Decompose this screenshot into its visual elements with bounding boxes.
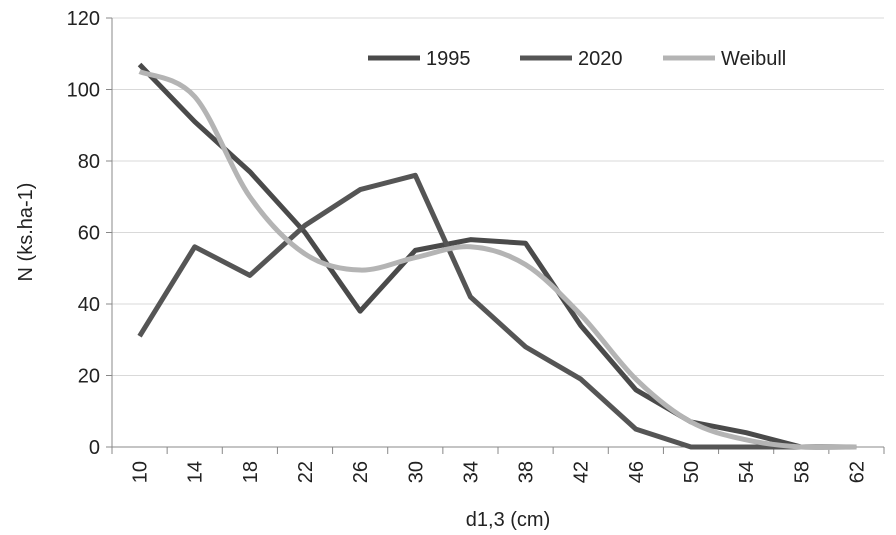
legend: 1995 2020 Weibull bbox=[368, 48, 786, 70]
series-line-1995 bbox=[137, 62, 857, 450]
legend-label: 2020 bbox=[578, 48, 623, 70]
x-axis-title: d1,3 (cm) bbox=[466, 509, 550, 531]
x-tick-label: 46 bbox=[626, 461, 648, 483]
x-tick-label: 54 bbox=[736, 461, 758, 483]
x-tick-label: 50 bbox=[681, 461, 703, 483]
y-tick-label: 100 bbox=[67, 80, 100, 102]
x-tick-label: 26 bbox=[350, 461, 372, 483]
y-tick-label: 40 bbox=[78, 294, 100, 316]
y-tick-label: 20 bbox=[78, 366, 100, 388]
x-tick-label: 34 bbox=[460, 461, 482, 483]
x-tick-label: 18 bbox=[240, 461, 262, 483]
series-lines bbox=[137, 62, 857, 451]
axes bbox=[106, 17, 885, 454]
x-tick-label: 14 bbox=[185, 461, 207, 483]
x-tick-label: 22 bbox=[295, 461, 317, 483]
series-line-2020 bbox=[137, 172, 857, 450]
x-tick-label: 10 bbox=[130, 461, 152, 483]
x-tick-label: 62 bbox=[846, 461, 868, 483]
x-tick-label: 42 bbox=[571, 461, 593, 483]
y-tick-label: 120 bbox=[67, 8, 100, 30]
y-tick-label: 0 bbox=[89, 437, 100, 459]
legend-label: Weibull bbox=[721, 48, 786, 70]
x-tick-labels: 10 14 18 22 26 30 34 38 42 46 50 54 58 62 bbox=[130, 461, 869, 483]
y-tick-label: 80 bbox=[78, 151, 100, 173]
y-tick-label: 60 bbox=[78, 223, 100, 245]
legend-label: 1995 bbox=[426, 48, 471, 70]
x-tick-label: 58 bbox=[791, 461, 813, 483]
x-tick-label: 38 bbox=[516, 461, 538, 483]
y-tick-labels: 0 20 40 60 80 100 120 bbox=[67, 8, 100, 459]
series-line-weibull bbox=[138, 69, 857, 451]
y-axis-title: N (ks.ha-1) bbox=[15, 183, 37, 282]
x-tick-label: 30 bbox=[405, 461, 427, 483]
